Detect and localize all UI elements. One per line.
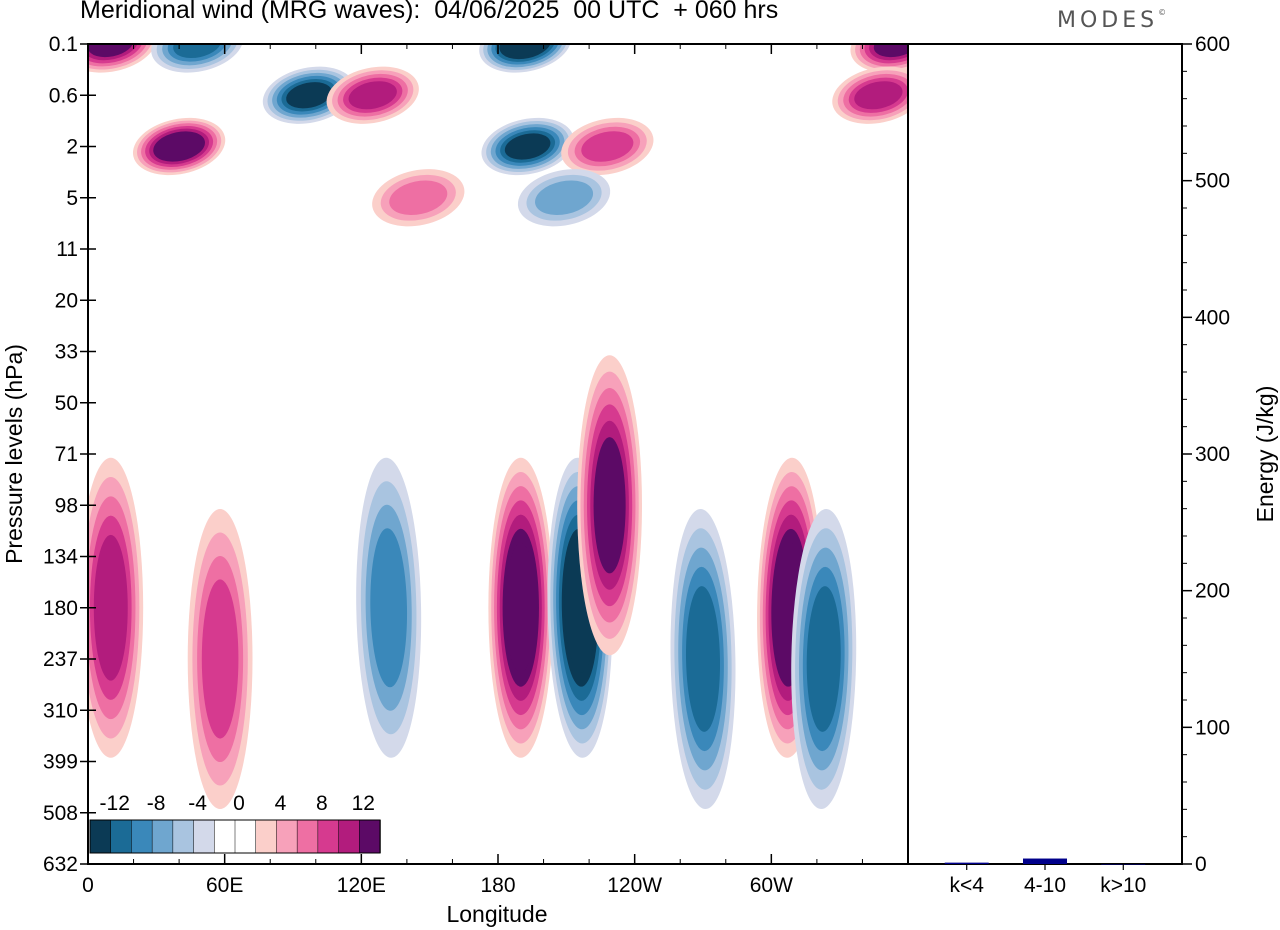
x-tick-label: 120E [337, 874, 386, 897]
chart-title: Meridional wind (MRG waves): 04/06/2025 … [80, 0, 779, 24]
contour-level [581, 131, 634, 162]
y-tick-label: 33 [55, 341, 78, 364]
colorbar-swatch [131, 819, 153, 854]
colorbar-swatch [89, 819, 112, 854]
y-tick-label: 11 [56, 238, 78, 261]
colorbar-label: 8 [316, 792, 328, 815]
y-tick-label: 399 [43, 751, 78, 774]
energy-tick-label: 200 [1195, 580, 1230, 603]
heatmap-contours [88, 44, 908, 809]
energy-bar [1023, 858, 1067, 864]
energy-tick-label: 500 [1195, 170, 1230, 193]
contour-level [685, 586, 721, 732]
contour-level [535, 180, 594, 216]
y-tick-label: 134 [43, 546, 78, 569]
y-tick-label: 508 [43, 802, 78, 825]
energy-tick-label: 400 [1195, 306, 1230, 329]
contour-level [854, 81, 903, 110]
y-tick-label: 71 [55, 443, 78, 466]
y-tick-label: 0.1 [49, 33, 78, 56]
y-tick-label: 180 [43, 597, 78, 620]
energy-tick-label: 0 [1195, 853, 1207, 876]
energy-axis-title: Energy (J/kg) [1252, 386, 1278, 523]
colorbar-swatch [296, 819, 319, 854]
colorbar-label: -12 [100, 792, 130, 815]
x-tick-label: 180 [480, 874, 515, 897]
contour-level [504, 133, 551, 160]
x-tick-label: 0 [82, 874, 94, 897]
colorbar-swatch [338, 819, 361, 854]
x-tick-label: 120W [607, 874, 662, 897]
y-tick-label: 632 [43, 853, 78, 876]
colorbar-swatch [317, 819, 340, 854]
energy-cat-label: k<4 [949, 874, 984, 897]
y-axis-title: Pressure levels (hPa) [1, 344, 27, 564]
x-axis: 0 60E 120E 180 120W 60W [82, 44, 863, 897]
colorbar-label: -4 [188, 792, 207, 815]
colorbar-swatch [276, 819, 298, 854]
y-tick-label: 310 [43, 699, 78, 722]
energy-axis: 0 100 200 300 400 500 600 [1182, 33, 1230, 876]
energy-categories: k<4 4-10 k>10 [949, 864, 1146, 897]
contour-level [593, 437, 626, 574]
y-tick-label: 237 [43, 648, 78, 671]
colorbar-frame [89, 819, 381, 854]
colorbar-swatch [193, 819, 216, 854]
colorbar: -12 -8 -4 0 4 8 12 [89, 792, 381, 854]
energy-plot: k<4 4-10 k>10 0 100 200 300 400 500 600 [907, 33, 1230, 897]
heatmap-plot: -12 -8 -4 0 4 8 12 0 60E 120E 180 120W 60W 0.1 0.6 2 5… [43, 33, 909, 897]
y-tick-label: 2 [66, 136, 78, 159]
energy-frame [907, 43, 1183, 865]
y-tick-label: 98 [55, 494, 78, 517]
colorbar-label: 12 [352, 792, 375, 815]
energy-cat-label: k>10 [1100, 874, 1146, 897]
contour-level [157, 134, 201, 159]
x-tick-label: 60W [750, 874, 793, 897]
colorbar-swatch [234, 819, 257, 854]
contour-level [173, 44, 222, 59]
energy-cat-label: 4-10 [1024, 874, 1066, 897]
modes-logo: MODES© [1057, 8, 1167, 33]
contour-level [873, 44, 908, 58]
energy-bar [944, 862, 989, 864]
y-tick-label: 20 [55, 289, 78, 312]
colorbar-label: 0 [233, 792, 245, 815]
y-tick-label: 0.6 [49, 84, 78, 107]
contour-level [389, 180, 448, 216]
colorbar-swatch [255, 819, 278, 854]
colorbar-label: -8 [147, 792, 166, 815]
colorbar-swatch [151, 819, 174, 854]
energy-tick-label: 300 [1195, 443, 1230, 466]
contour-level [88, 44, 134, 58]
colorbar-label: 4 [275, 792, 287, 815]
x-tick-label: 60E [206, 874, 243, 897]
energy-tick-label: 600 [1195, 33, 1230, 56]
energy-tick-label: 100 [1195, 716, 1230, 739]
contour-level [348, 81, 397, 110]
y-tick-label: 5 [66, 187, 78, 210]
pressure-axis: 0.1 0.6 2 5 11 20 33 50 71 98 134 180 237 310 399 508 63… [43, 33, 96, 876]
contour-level [93, 534, 128, 681]
colorbar-swatch [172, 819, 195, 854]
contour-level [370, 528, 408, 688]
contour-level [201, 579, 239, 739]
x-axis-title: Longitude [446, 901, 547, 927]
contour-level [806, 586, 841, 732]
colorbar-swatch [359, 819, 381, 854]
y-tick-label: 50 [55, 392, 78, 415]
colorbar-swatch [214, 819, 236, 854]
contour-level [505, 543, 537, 673]
contour-level [286, 82, 332, 109]
colorbar-swatch [110, 819, 133, 854]
